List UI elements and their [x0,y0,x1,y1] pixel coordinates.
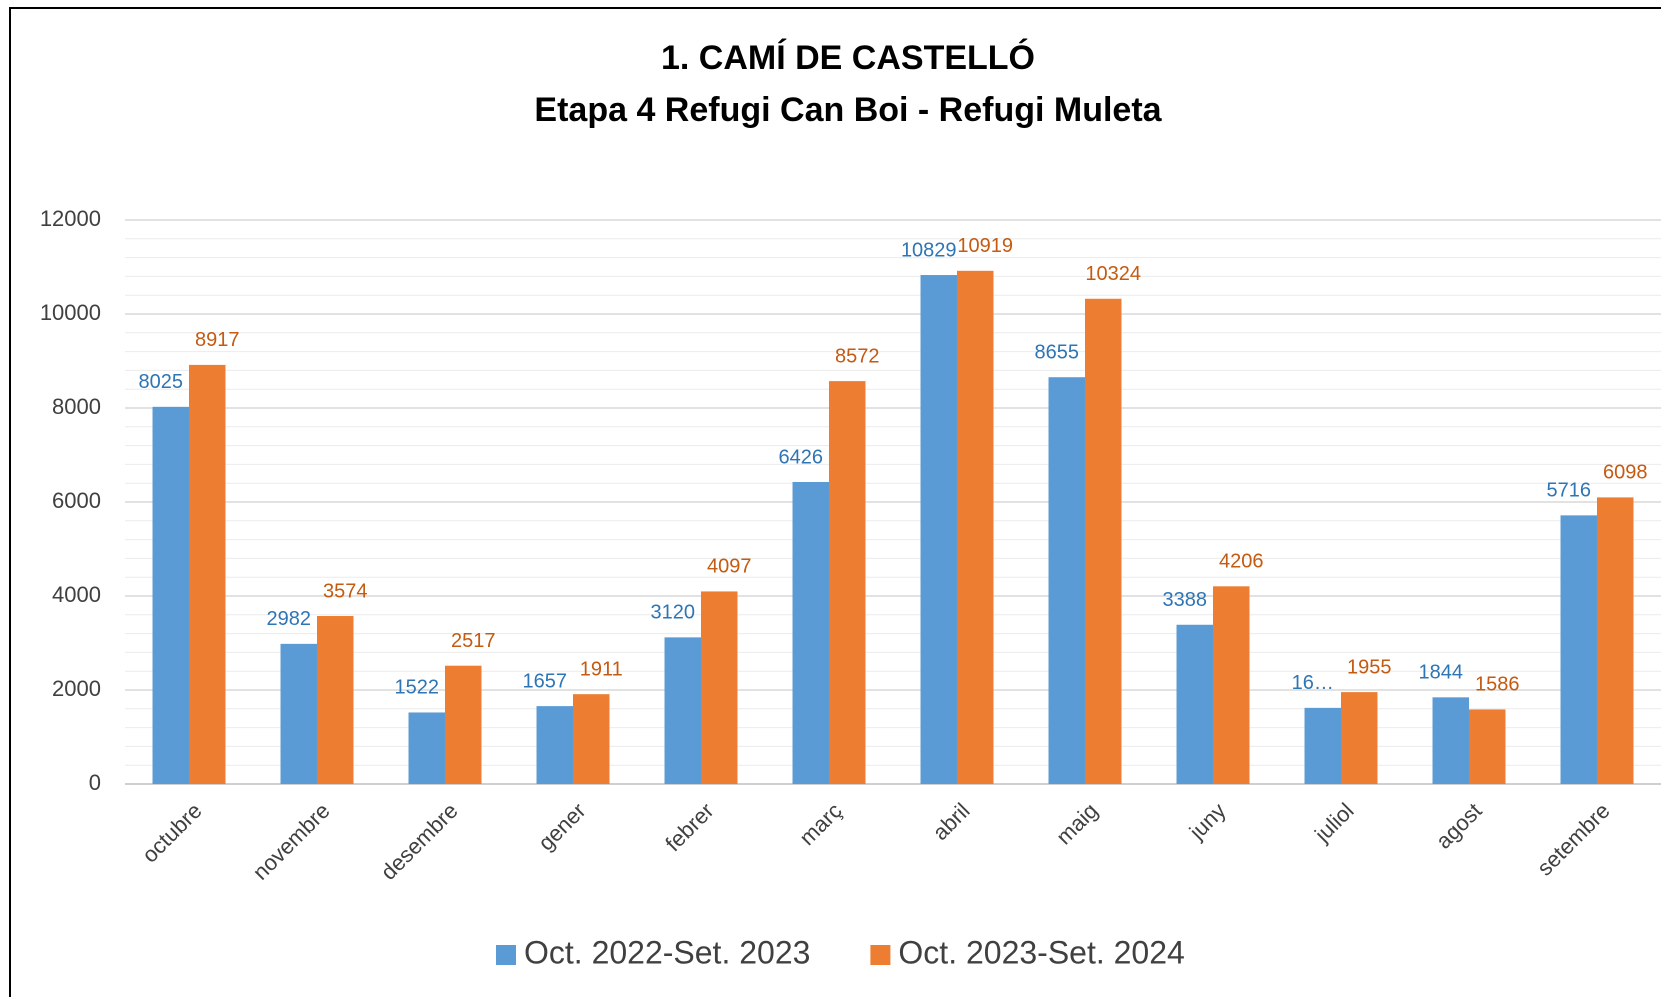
data-label: 5716 [1547,480,1592,502]
data-label: 10829 [901,239,957,261]
data-label: 4097 [707,556,752,578]
bar [829,381,866,784]
bar [152,406,189,784]
y-tick-label: 8000 [52,394,101,419]
data-label: 1911 [580,658,623,680]
data-label: 8572 [835,345,880,367]
bar [1085,298,1122,784]
bar [408,712,445,784]
bar [573,694,610,784]
data-label: 6098 [1603,462,1648,484]
data-label: 4206 [1219,551,1264,573]
bar [1560,515,1597,784]
bar [1432,697,1469,784]
legend-label: Oct. 2022-Set. 2023 [524,934,810,970]
data-label: 1955 [1347,656,1392,678]
data-label: 3120 [651,602,696,624]
data-label: 1844 [1419,662,1464,684]
data-label: 1586 [1475,674,1520,696]
data-label: 6426 [779,446,824,468]
data-label: 3574 [323,580,368,602]
legend-swatch [870,945,891,965]
data-label: 2517 [451,630,496,652]
chart-title: 1. CAMÍ DE CASTELLÓ [661,39,1035,77]
data-label: 8655 [1035,341,1080,363]
legend-label: Oct. 2023-Set. 2024 [898,934,1184,970]
bar [1341,692,1378,784]
bar [920,275,957,784]
data-label: 3388 [1163,589,1208,611]
bar [701,591,738,784]
bar [445,665,482,784]
data-label: 10919 [957,235,1013,257]
y-tick-label: 2000 [52,676,101,701]
bar [536,706,573,784]
bar [792,481,829,784]
bar [189,364,226,784]
y-tick-label: 4000 [52,582,101,607]
y-tick-label: 6000 [52,488,101,513]
bar [317,616,354,784]
data-label: 2982 [267,608,312,630]
chart-subtitle: Etapa 4 Refugi Can Boi - Refugi Muleta [534,91,1162,129]
bar [1304,707,1341,784]
data-label: 1522 [395,677,440,699]
bar [957,270,994,784]
data-label: 10324 [1085,263,1141,285]
bar [1469,709,1506,784]
legend-swatch [496,945,516,965]
data-label: 8025 [139,371,184,393]
data-label: 16… [1292,672,1334,694]
bar [1597,497,1634,784]
y-tick-label: 0 [89,770,101,795]
bar [1048,377,1085,784]
bar [280,643,317,784]
data-label: 8917 [195,329,240,351]
y-tick-label: 12000 [40,206,101,231]
bar [1213,586,1250,784]
data-label: 1657 [523,670,568,692]
bar [1176,624,1213,784]
bar [664,637,701,784]
y-tick-label: 10000 [40,300,101,325]
